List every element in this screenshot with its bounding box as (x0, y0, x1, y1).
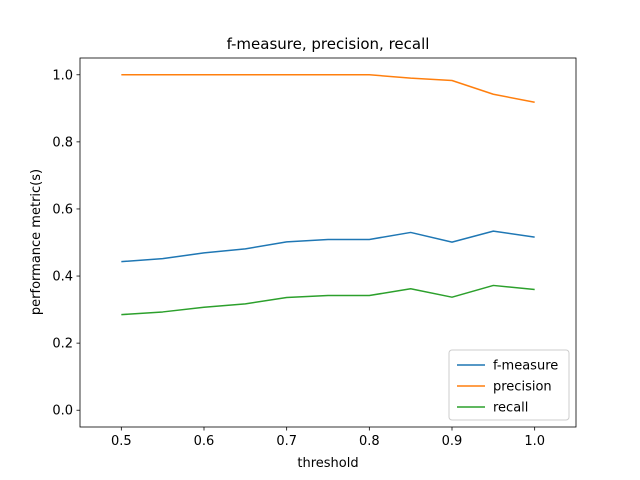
y-tick-label: 0.2 (52, 337, 73, 352)
y-tick-label: 0.8 (52, 135, 73, 150)
plot-frame (79, 57, 577, 428)
y-tick-label: 1.0 (52, 68, 73, 83)
x-tick-label: 0.6 (194, 434, 215, 449)
legend-label-precision: precision (493, 380, 552, 395)
y-tick-label: 0.6 (52, 202, 73, 217)
x-tick-label: 0.5 (111, 434, 132, 449)
x-tick-label: 0.8 (359, 434, 380, 449)
chart-title: f-measure, precision, recall (227, 35, 430, 53)
x-tick-label: 0.9 (442, 434, 463, 449)
series-line-recall (121, 284, 535, 316)
x-axis-label: threshold (297, 456, 358, 471)
axes-frame (79, 57, 577, 428)
series-line-precision (121, 74, 535, 104)
series-line-f-measure (121, 230, 535, 263)
y-axis-label: performance metric(s) (29, 169, 44, 315)
y-tick-label: 0.0 (52, 404, 73, 419)
legend-label-recall: recall (493, 401, 528, 416)
y-axis-ticks: 0.0 0.2 0.4 0.6 0.8 1.0 (52, 68, 80, 419)
legend-label-f-measure: f-measure (493, 359, 558, 374)
y-tick-label: 0.4 (52, 270, 73, 285)
x-axis-ticks: 0.5 0.6 0.7 0.8 0.9 1.0 (111, 427, 545, 449)
legend: f-measure precision recall (448, 349, 570, 421)
legend-box (448, 349, 570, 421)
series-lines (121, 74, 535, 316)
x-tick-label: 0.7 (276, 434, 297, 449)
x-tick-label: 1.0 (524, 434, 545, 449)
